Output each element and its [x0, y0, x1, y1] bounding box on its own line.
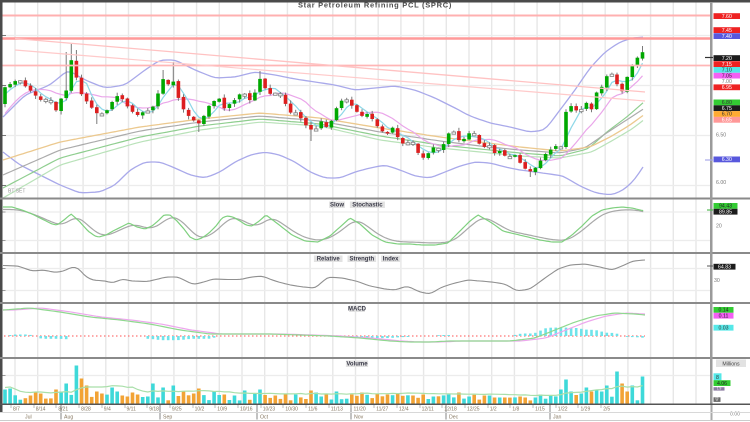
svg-text:6.65: 6.65: [722, 118, 732, 124]
svg-text:10/23: 10/23: [263, 407, 276, 413]
svg-text:Sep: Sep: [163, 415, 172, 421]
svg-text:94.43: 94.43: [719, 204, 732, 210]
svg-text:8: 8: [716, 375, 719, 381]
svg-text:6.00: 6.00: [716, 180, 726, 186]
svg-text:Dec: Dec: [449, 415, 459, 421]
svg-text:1.9: 1.9: [717, 386, 722, 390]
svg-text:8/21: 8/21: [58, 407, 68, 413]
svg-text:7.10: 7.10: [722, 68, 732, 74]
svg-text:12/11: 12/11: [422, 407, 434, 413]
svg-text:7.00: 7.00: [722, 79, 732, 85]
svg-text:7.60: 7.60: [722, 14, 732, 20]
svg-text:1/8: 1/8: [512, 407, 519, 413]
svg-text:0.14: 0.14: [718, 308, 728, 314]
svg-text:BT SET: BT SET: [8, 189, 25, 195]
svg-text:4.06: 4.06: [717, 381, 727, 387]
svg-text:12/18: 12/18: [444, 407, 457, 413]
svg-text:2/5: 2/5: [603, 407, 610, 413]
svg-text:Index: Index: [383, 257, 399, 263]
svg-text:10/9: 10/9: [217, 407, 227, 413]
svg-text:64.83: 64.83: [718, 264, 731, 270]
svg-text:0.11: 0.11: [719, 313, 729, 319]
svg-text:1/2: 1/2: [490, 407, 497, 413]
svg-text:Volume: Volume: [346, 362, 368, 368]
svg-text:20: 20: [716, 224, 722, 230]
svg-text:11/27: 11/27: [376, 407, 388, 413]
svg-text:6.95: 6.95: [722, 85, 732, 91]
svg-text:7.40: 7.40: [722, 34, 732, 40]
svg-text:1/29: 1/29: [581, 407, 591, 413]
svg-text:Jan: Jan: [553, 415, 561, 421]
svg-text:Star Petroleum Refining PCL (S: Star Petroleum Refining PCL (SPRC): [298, 1, 452, 10]
svg-text:89.85: 89.85: [719, 209, 732, 215]
svg-text:6.75: 6.75: [722, 106, 732, 112]
svg-text:9/11: 9/11: [127, 407, 137, 413]
svg-text:0.00: 0.00: [730, 412, 740, 418]
svg-text:10/2: 10/2: [195, 407, 205, 413]
svg-text:Millions: Millions: [722, 362, 740, 368]
svg-text:Stochastic: Stochastic: [352, 203, 383, 209]
svg-text:Nov: Nov: [354, 415, 364, 421]
svg-text:0.03: 0.03: [718, 325, 728, 331]
svg-text:Slow: Slow: [330, 203, 344, 209]
svg-text:11/20: 11/20: [354, 407, 366, 413]
svg-text:MACD: MACD: [348, 307, 367, 313]
svg-text:8/14: 8/14: [36, 407, 46, 413]
svg-text:Aug: Aug: [64, 415, 73, 421]
svg-text:9/18: 9/18: [149, 407, 159, 413]
svg-text:6.50: 6.50: [716, 133, 726, 139]
svg-text:Jul: Jul: [25, 415, 32, 421]
svg-text:Relative: Relative: [317, 257, 341, 263]
svg-text:6.70: 6.70: [722, 112, 732, 118]
svg-text:11/6: 11/6: [308, 407, 318, 413]
svg-text:Oct: Oct: [260, 415, 269, 421]
svg-text:6.30: 6.30: [722, 157, 732, 163]
svg-text:9/25: 9/25: [172, 407, 182, 413]
svg-text:Strength: Strength: [349, 257, 374, 263]
svg-text:12/4: 12/4: [399, 407, 409, 413]
svg-text:11/13: 11/13: [331, 407, 343, 413]
svg-text:7.15: 7.15: [722, 62, 732, 68]
svg-text:12/25: 12/25: [467, 407, 480, 413]
svg-text:1/15: 1/15: [535, 407, 545, 413]
svg-text:10/16: 10/16: [240, 407, 253, 413]
svg-text:30: 30: [714, 278, 720, 284]
svg-text:0: 0: [716, 397, 719, 403]
svg-text:6.80: 6.80: [722, 100, 732, 106]
svg-text:8/7: 8/7: [13, 407, 20, 413]
svg-text:1/22: 1/22: [558, 407, 568, 413]
svg-text:9/4: 9/4: [104, 407, 111, 413]
svg-text:7.45: 7.45: [722, 28, 732, 34]
svg-text:7.20: 7.20: [722, 56, 732, 62]
svg-text:8/28: 8/28: [81, 407, 91, 413]
svg-text:7.05: 7.05: [722, 73, 732, 79]
svg-text:10/30: 10/30: [285, 407, 298, 413]
